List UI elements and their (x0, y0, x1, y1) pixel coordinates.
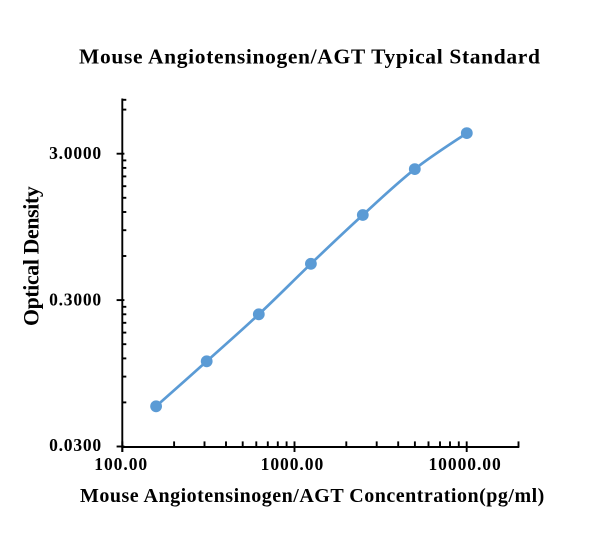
svg-text:Optical Density: Optical Density (20, 186, 44, 326)
svg-text:Mouse Angiotensinogen/AGT Conc: Mouse Angiotensinogen/AGT Concentration(… (80, 485, 545, 507)
svg-text:100.00: 100.00 (94, 454, 148, 474)
svg-text:Mouse Angiotensinogen/AGT Typi: Mouse Angiotensinogen/AGT Typical Standa… (79, 45, 541, 69)
svg-text:3.0000: 3.0000 (49, 143, 102, 163)
svg-text:0.3000: 0.3000 (49, 290, 102, 310)
svg-text:1000.00: 1000.00 (261, 454, 325, 474)
svg-text:10000.00: 10000.00 (428, 454, 501, 474)
svg-text:0.0300: 0.0300 (49, 435, 102, 455)
